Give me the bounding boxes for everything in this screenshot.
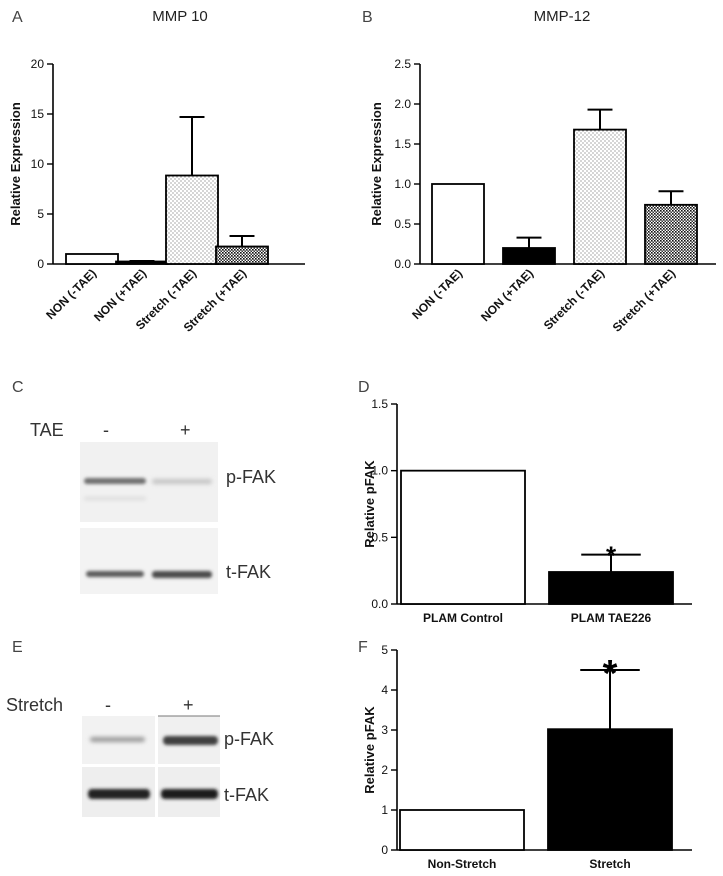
blot-c-lane-minus: - [103,420,109,440]
blot-c-pfak-background-band [84,497,146,500]
blot-e-tfak-band-plus [161,789,218,799]
chart-b-category-label-3: Stretch (+TAE) [610,266,678,334]
chart-b-y-tick-label: 1.5 [394,137,411,151]
chart-d-y-tick-label: 0.0 [371,597,388,611]
chart-b-y-axis-label: Relative Expression [369,102,384,226]
blot-c-lane-plus: + [180,420,191,440]
chart-f-bar-0 [399,809,525,851]
panel-label-a: A [12,9,23,26]
blot-e-tfak-band-minus [88,789,150,799]
chart-d-category-label-0: PLAM Control [423,611,503,625]
chart-f-y-tick-label: 1 [381,803,388,817]
blot-e-band-tfak-label: t-FAK [224,785,269,805]
chart-b-category-label-1: NON (+TAE) [478,266,536,324]
chart-a-bar-2 [165,174,219,265]
blot-c-tfak-band-minus [86,571,144,577]
chart-relative-pfak-tae226: Relative pFAK 0.0 0.5 1.0 1.5 PLAM Control * PL… [362,397,692,625]
chart-d-y-tick-label: 0.5 [371,530,388,544]
chart-a-y-tick-label: 10 [31,157,45,171]
blot-c-tfak-band-plus [152,571,212,578]
chart-d-significance-asterisk: * [606,541,617,571]
chart-b-bar-0 [431,183,485,265]
western-blot-e: Stretch - + p-FAK t-FAK [6,695,274,817]
chart-d-bar-0 [400,469,526,605]
chart-a-y-tick-label: 15 [31,107,45,121]
chart-b-y-tick-label: 1.0 [394,177,411,191]
blot-c-condition-label: TAE [30,420,64,440]
chart-d-y-tick-label: 1.5 [371,397,388,411]
panel-label-f: F [358,639,368,656]
chart-b-bar-3 [644,203,698,265]
chart-b-title: MMP-12 [534,8,591,25]
chart-b-category-label-0: NON (-TAE) [409,266,465,322]
chart-a-title: MMP 10 [152,8,208,25]
chart-d-bar-1 [548,571,674,605]
blot-c-band-pfak-label: p-FAK [226,467,276,487]
chart-a-bar-0 [65,253,119,265]
blot-e-pfak-band-minus [90,737,145,742]
blot-c-band-tfak-label: t-FAK [226,562,271,582]
chart-d-y-tick-label: 1.0 [371,464,388,478]
blot-e-lane-minus: - [105,695,111,715]
blot-e-band-pfak-label: p-FAK [224,729,274,749]
panel-label-e: E [12,639,23,656]
chart-a-y-tick-label: 0 [37,257,44,271]
chart-f-category-label-1: Stretch [589,857,630,871]
chart-a-y-axis-label: Relative Expression [8,102,23,226]
chart-b-y-tick-label: 0.0 [394,257,411,271]
blot-c-pfak-band-minus [84,478,146,484]
chart-d-category-label-1: PLAM TAE226 [571,611,652,625]
chart-b-y-tick-label: 0.5 [394,217,411,231]
panel-label-b: B [362,9,373,26]
chart-d-y-axis-label: Relative pFAK [362,460,377,548]
chart-b-y-tick-label: 2.0 [394,97,411,111]
chart-b-category-label-2: Stretch (-TAE) [541,266,607,332]
chart-b-bar-1 [502,247,556,265]
chart-a-y-tick-label: 5 [37,207,44,221]
chart-f-y-tick-label: 3 [381,723,388,737]
blot-c-pfak-band-plus [152,479,212,484]
chart-f-y-tick-label: 5 [381,643,388,657]
chart-f-significance-asterisk: * [603,653,618,695]
blot-c-tfak-membrane [80,528,218,594]
chart-f-bar-1 [547,728,673,851]
chart-mmp12: MMP-12 Relative Expression 0.0 0.5 1.0 1.5 2.0… [369,8,716,335]
chart-b-y-tick-label: 2.5 [394,57,411,71]
blot-e-pfak-band-plus [163,736,218,745]
panel-label-d: D [358,379,370,396]
blot-e-lane-plus: + [183,695,194,715]
chart-f-y-axis-label: Relative pFAK [362,706,377,794]
chart-relative-pfak-stretch: Relative pFAK 0 1 2 3 4 5 Non-Stretch * Stretch [362,643,692,871]
blot-e-condition-label: Stretch [6,695,63,715]
chart-f-y-tick-label: 0 [381,843,388,857]
chart-f-category-label-0: Non-Stretch [428,857,497,871]
panel-label-c: C [12,379,24,396]
western-blot-c: TAE - + p-FAK t-FAK [30,420,276,594]
chart-a-bar-3 [215,245,269,265]
chart-a-y-tick-label: 20 [31,57,45,71]
chart-b-bar-2 [573,128,627,265]
chart-f-y-tick-label: 2 [381,763,388,777]
chart-f-y-tick-label: 4 [381,683,388,697]
